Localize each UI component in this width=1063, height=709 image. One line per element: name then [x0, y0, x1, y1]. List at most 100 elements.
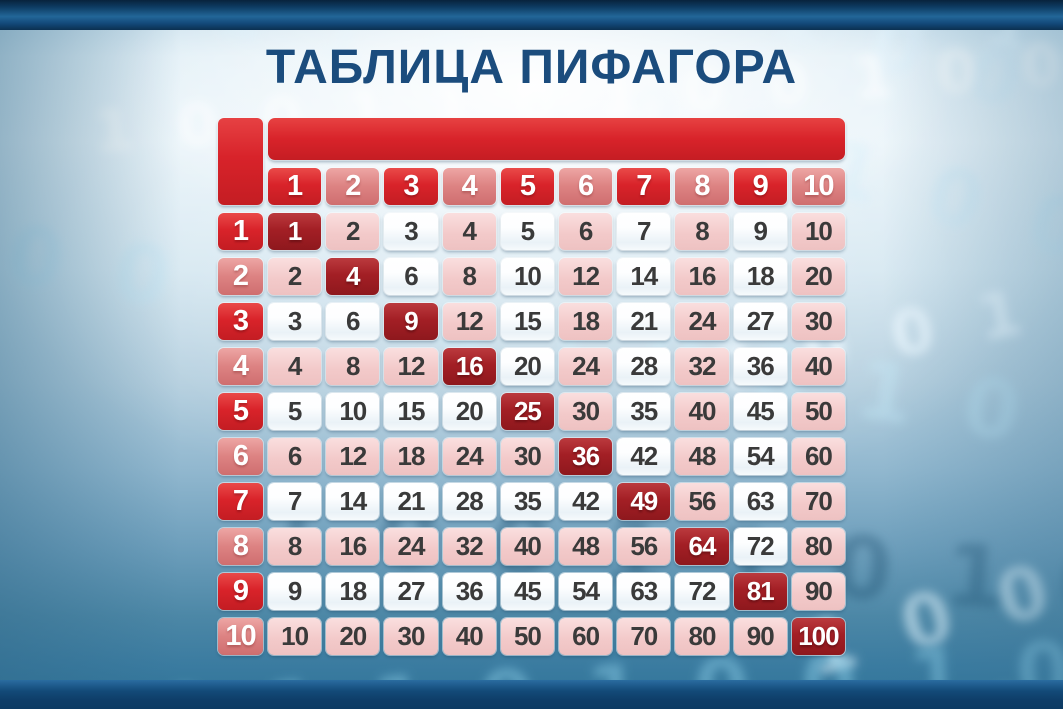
product-cell: 72	[733, 528, 787, 565]
product-cell: 6	[268, 438, 322, 475]
col-header-4: 4	[442, 168, 496, 205]
product-cell: 28	[442, 483, 496, 520]
product-cell: 35	[617, 393, 671, 430]
product-cell: 4	[268, 348, 322, 385]
product-cell: 32	[442, 528, 496, 565]
product-cell: 54	[733, 438, 787, 475]
product-cell: 48	[675, 438, 729, 475]
product-cell: 90	[791, 573, 845, 610]
product-cell: 60	[791, 438, 845, 475]
pythagoras-table: 1 2 3 4 5 6 7 8 9 10 1 1 2 3 4 5 6 7 8 9 10 2 2 4 6 8 10 12 14 16 18 20…	[218, 118, 845, 655]
row-header-10: 10	[218, 618, 263, 655]
product-cell: 18	[559, 303, 613, 340]
product-cell: 27	[384, 573, 438, 610]
product-cell: 24	[384, 528, 438, 565]
product-cell: 24	[442, 438, 496, 475]
product-cell: 18	[384, 438, 438, 475]
product-cell: 8	[442, 258, 496, 295]
product-cell: 36	[442, 573, 496, 610]
product-cell: 12	[559, 258, 613, 295]
product-cell: 15	[500, 303, 554, 340]
product-cell: 40	[791, 348, 845, 385]
product-cell: 6	[326, 303, 380, 340]
product-cell: 90	[733, 618, 787, 655]
product-cell: 70	[791, 483, 845, 520]
top-navy-band	[0, 0, 1063, 30]
product-cell: 12	[442, 303, 496, 340]
product-cell: 10	[268, 618, 322, 655]
product-cell: 20	[791, 258, 845, 295]
product-cell: 16	[442, 348, 496, 385]
product-cell: 70	[617, 618, 671, 655]
product-cell: 60	[559, 618, 613, 655]
row-header-7: 7	[218, 483, 263, 520]
product-cell: 10	[326, 393, 380, 430]
col-header-3: 3	[384, 168, 438, 205]
col-header-6: 6	[559, 168, 613, 205]
product-cell: 6	[384, 258, 438, 295]
product-cell: 3	[268, 303, 322, 340]
product-cell: 8	[268, 528, 322, 565]
row-header-3: 3	[218, 303, 263, 340]
product-cell: 48	[559, 528, 613, 565]
product-cell: 50	[500, 618, 554, 655]
product-cell: 56	[617, 528, 671, 565]
product-cell: 9	[384, 303, 438, 340]
product-cell: 8	[326, 348, 380, 385]
table-corner-block	[218, 118, 263, 205]
product-cell: 80	[675, 618, 729, 655]
product-cell: 16	[326, 528, 380, 565]
product-cell: 63	[733, 483, 787, 520]
product-cell: 45	[500, 573, 554, 610]
product-cell: 14	[617, 258, 671, 295]
product-cell: 14	[326, 483, 380, 520]
product-cell: 3	[384, 213, 438, 250]
product-cell: 4	[442, 213, 496, 250]
page-title: ТАБЛИЦА ПИФАГОРА	[265, 41, 798, 94]
product-cell: 42	[559, 483, 613, 520]
product-cell: 36	[559, 438, 613, 475]
row-header-9: 9	[218, 573, 263, 610]
product-cell: 16	[675, 258, 729, 295]
product-cell: 8	[675, 213, 729, 250]
product-cell: 4	[326, 258, 380, 295]
product-cell: 9	[268, 573, 322, 610]
row-header-1: 1	[218, 213, 263, 250]
product-cell: 30	[791, 303, 845, 340]
product-cell: 24	[675, 303, 729, 340]
bottom-navy-band	[0, 680, 1063, 709]
product-cell: 100	[791, 618, 845, 655]
col-header-5: 5	[500, 168, 554, 205]
product-cell: 32	[675, 348, 729, 385]
product-cell: 30	[500, 438, 554, 475]
product-cell: 10	[791, 213, 845, 250]
col-header-7: 7	[617, 168, 671, 205]
product-cell: 40	[500, 528, 554, 565]
row-header-4: 4	[218, 348, 263, 385]
table-header-bar	[268, 118, 845, 160]
product-cell: 18	[326, 573, 380, 610]
product-cell: 56	[675, 483, 729, 520]
col-header-8: 8	[675, 168, 729, 205]
product-cell: 24	[559, 348, 613, 385]
product-cell: 64	[675, 528, 729, 565]
product-cell: 21	[384, 483, 438, 520]
product-cell: 6	[559, 213, 613, 250]
row-header-8: 8	[218, 528, 263, 565]
product-cell: 81	[733, 573, 787, 610]
col-header-9: 9	[733, 168, 787, 205]
product-cell: 50	[791, 393, 845, 430]
product-cell: 40	[442, 618, 496, 655]
col-header-10: 10	[791, 168, 845, 205]
product-cell: 12	[326, 438, 380, 475]
product-cell: 21	[617, 303, 671, 340]
product-cell: 2	[326, 213, 380, 250]
product-cell: 63	[617, 573, 671, 610]
product-cell: 5	[500, 213, 554, 250]
product-cell: 5	[268, 393, 322, 430]
product-cell: 54	[559, 573, 613, 610]
product-cell: 20	[500, 348, 554, 385]
product-cell: 15	[384, 393, 438, 430]
product-cell: 20	[442, 393, 496, 430]
product-cell: 1	[268, 213, 322, 250]
